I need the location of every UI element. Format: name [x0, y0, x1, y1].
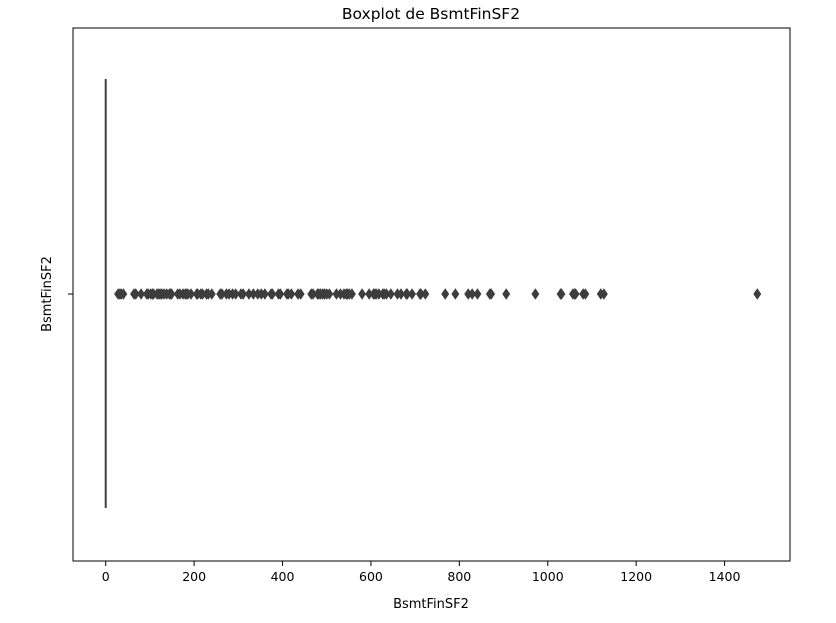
- outlier-point: [557, 288, 566, 300]
- outlier-point: [451, 288, 460, 300]
- outlier-point: [571, 288, 580, 300]
- outlier-point: [207, 288, 216, 300]
- outlier-point: [119, 288, 128, 300]
- x-axis-label: BsmtFinSF2: [393, 597, 469, 612]
- outlier-point: [408, 288, 417, 300]
- plot-area: [72, 27, 791, 562]
- x-tick-label: 1400: [709, 569, 741, 584]
- outlier-point: [531, 288, 540, 300]
- outlier-point: [325, 288, 334, 300]
- outlier-point: [131, 288, 140, 300]
- outlier-point: [268, 288, 277, 300]
- x-tick-label: 1200: [620, 569, 652, 584]
- outlier-point: [187, 288, 195, 300]
- x-tick-label: 200: [182, 569, 206, 584]
- outlier-point: [468, 288, 477, 300]
- outlier-point: [581, 288, 590, 300]
- outlier-point: [502, 288, 511, 300]
- x-tick-label: 0: [102, 569, 110, 584]
- x-tick-label: 1000: [532, 569, 564, 584]
- outlier-point: [347, 288, 356, 300]
- x-tick-label: 600: [359, 569, 383, 584]
- x-tick-label: 800: [447, 569, 471, 584]
- outlier-point: [231, 288, 240, 300]
- outlier-point: [137, 288, 146, 300]
- y-axis-label: BsmtFinSF2: [40, 256, 55, 332]
- outlier-point: [276, 288, 285, 300]
- outlier-point: [239, 288, 248, 300]
- chart-title: Boxplot de BsmtFinSF2: [342, 5, 520, 23]
- x-axis: 0 200 400 600 800 1000 1200 1400: [102, 561, 741, 584]
- outlier-point: [397, 288, 405, 300]
- outlier-point: [167, 288, 176, 300]
- outlier-point: [753, 288, 762, 300]
- outlier-point: [358, 288, 367, 300]
- outlier-point: [296, 288, 305, 300]
- outlier-point: [287, 288, 296, 300]
- outliers: [114, 288, 762, 300]
- outlier-point: [421, 288, 430, 300]
- x-tick-label: 400: [271, 569, 295, 584]
- outlier-point: [599, 288, 608, 300]
- outlier-point: [386, 288, 395, 300]
- outlier-point: [487, 288, 496, 300]
- outlier-point: [473, 288, 482, 300]
- outlier-point: [260, 288, 269, 300]
- outlier-point: [441, 288, 450, 300]
